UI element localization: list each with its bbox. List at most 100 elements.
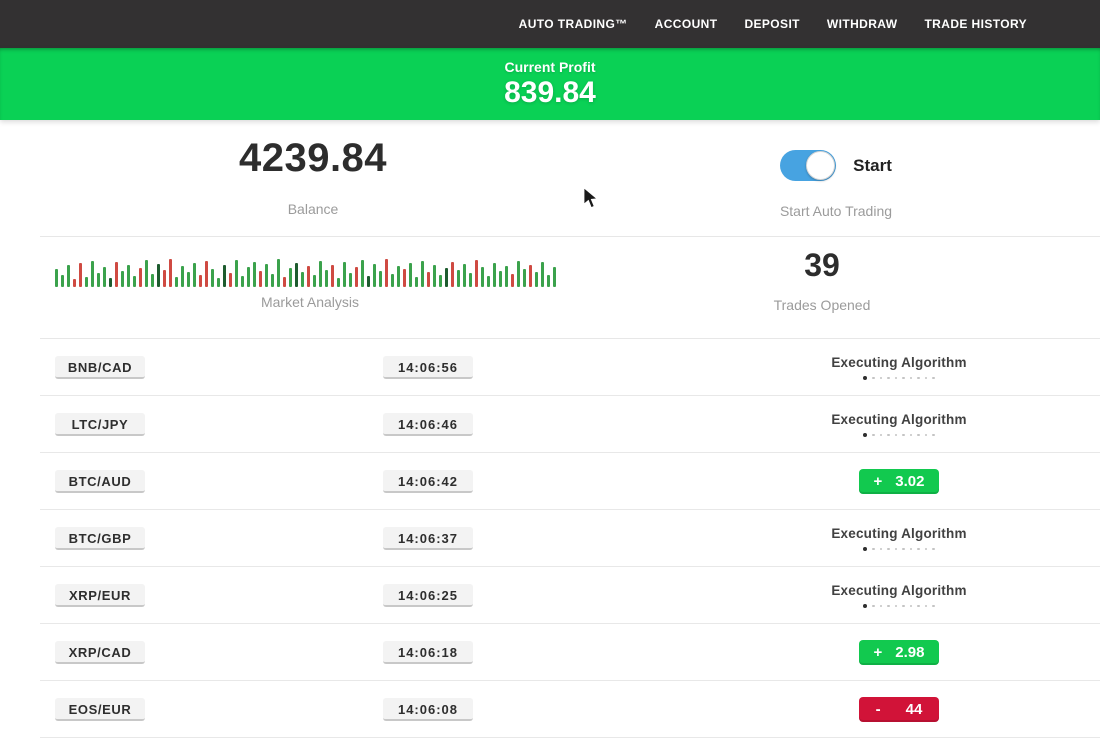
chart-bar (427, 272, 430, 287)
progress-dot (917, 433, 920, 437)
toggle-knob (806, 151, 836, 180)
chart-bar (481, 267, 484, 287)
nav-item-auto-trading[interactable]: AUTO TRADING™ (518, 17, 628, 31)
time-badge: 14:06:56 (383, 356, 473, 379)
trade-row: BNB/CAD 14:06:56 Executing Algorithm (0, 339, 1100, 396)
chart-bar (133, 276, 136, 287)
result-value: 3.02 (895, 473, 925, 490)
chart-bar (331, 265, 334, 287)
progress-dot (894, 433, 898, 437)
trade-status: Executing Algorithm (810, 510, 988, 567)
pair-badge[interactable]: BTC/AUD (55, 470, 145, 493)
chart-bar (277, 259, 280, 287)
nav-item-withdraw[interactable]: WITHDRAW (826, 17, 898, 31)
progress-dot (932, 547, 935, 551)
pair-badge[interactable]: LTC/JPY (55, 413, 145, 436)
nav-item-account[interactable]: ACCOUNT (654, 17, 718, 31)
time-badge: 14:06:08 (383, 698, 473, 721)
progress-dot (879, 376, 883, 380)
progress-dot (909, 433, 913, 437)
executing-label: Executing Algorithm (831, 583, 967, 598)
market-analysis-label: Market Analysis (260, 294, 360, 310)
chart-bar (235, 260, 238, 287)
chart-bar (97, 273, 100, 287)
divider (40, 338, 1100, 339)
chart-bar (181, 266, 184, 287)
chart-bar (139, 268, 142, 287)
chart-bar (355, 267, 358, 287)
progress-dot (924, 433, 928, 437)
progress-dot (887, 604, 890, 608)
chart-bar (151, 274, 154, 287)
trade-status: Executing Algorithm (810, 567, 988, 624)
trade-row: BTC/GBP 14:06:37 Executing Algorithm (0, 510, 1100, 567)
chart-bar (247, 267, 250, 287)
chart-bar (505, 266, 508, 287)
pair-badge[interactable]: XRP/EUR (55, 584, 145, 607)
progress-dot (917, 547, 920, 551)
nav-item-trade-history[interactable]: TRADE HISTORY (924, 17, 1027, 31)
chart-bar (319, 261, 322, 287)
pair-badge[interactable]: BNB/CAD (55, 356, 145, 379)
chart-bar (463, 264, 466, 287)
chart-bar (361, 260, 364, 287)
chart-bar (487, 276, 490, 287)
chart-bar (373, 264, 376, 287)
nav-item-deposit[interactable]: DEPOSIT (744, 17, 800, 31)
time-badge: 14:06:18 (383, 641, 473, 664)
chart-bar (313, 275, 316, 287)
chart-bar (391, 274, 394, 287)
auto-trading-toggle[interactable] (780, 150, 837, 181)
chart-bar (475, 260, 478, 287)
trade-row: XRP/EUR 14:06:25 Executing Algorithm (0, 567, 1100, 624)
result-value: 2.98 (895, 644, 925, 661)
chart-bar (367, 276, 370, 287)
chart-bar (523, 269, 526, 287)
chart-bar (445, 268, 448, 287)
chart-bar (73, 279, 76, 287)
market-section: Market Analysis 39 Trades Opened (0, 237, 1100, 338)
progress-dot (863, 433, 868, 437)
chart-bar (385, 259, 388, 287)
progress-dot (879, 547, 883, 551)
time-badge: 14:06:37 (383, 527, 473, 550)
progress-dot (879, 433, 883, 437)
result-badge-profit: +3.02 (859, 469, 939, 494)
chart-bar (145, 260, 148, 287)
progress-dot (879, 604, 883, 608)
chart-bar (187, 272, 190, 287)
pair-badge[interactable]: XRP/CAD (55, 641, 145, 664)
chart-bar (241, 276, 244, 287)
chart-bar (55, 269, 58, 287)
progress-dot (909, 547, 913, 551)
chart-bar (529, 265, 532, 287)
chart-bar (67, 265, 70, 287)
time-badge: 14:06:42 (383, 470, 473, 493)
chart-bar (85, 277, 88, 287)
chart-bar (517, 261, 520, 287)
pair-badge[interactable]: BTC/GBP (55, 527, 145, 550)
chart-bar (253, 262, 256, 287)
result-sign: + (873, 473, 883, 490)
chart-bar (325, 270, 328, 287)
chart-bar (295, 263, 298, 287)
trades-opened-label: Trades Opened (773, 297, 871, 313)
progress-dot (863, 376, 868, 380)
chart-bar (301, 272, 304, 287)
balance-label: Balance (287, 201, 339, 217)
progress-dot (909, 376, 913, 380)
progress-dot (863, 547, 868, 551)
chart-bar (493, 263, 496, 287)
chart-bar (193, 263, 196, 287)
chart-bar (157, 264, 160, 287)
pair-badge[interactable]: EOS/EUR (55, 698, 145, 721)
chart-bar (511, 274, 514, 287)
auto-trading-label: Start Auto Trading (779, 203, 893, 219)
auto-trading-block: Start Start Auto Trading (736, 150, 936, 219)
trade-status: Executing Algorithm (810, 396, 988, 453)
chart-bar (127, 265, 130, 287)
progress-dot (902, 604, 905, 608)
progress-dot (932, 433, 935, 437)
progress-dot (887, 547, 890, 551)
progress-dot (887, 376, 890, 380)
